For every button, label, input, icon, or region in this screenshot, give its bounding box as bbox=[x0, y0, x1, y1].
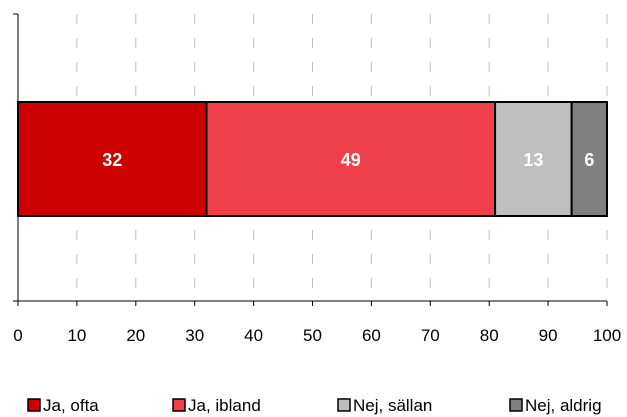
bar-segment-nej-sällan bbox=[494, 101, 573, 217]
data-label: 49 bbox=[341, 150, 361, 170]
legend-swatch bbox=[509, 398, 523, 412]
data-label: 13 bbox=[523, 150, 543, 170]
x-tick-label: 50 bbox=[303, 326, 322, 345]
legend-swatch bbox=[337, 398, 351, 412]
legend-swatch bbox=[27, 398, 41, 412]
x-tick-label: 70 bbox=[421, 326, 440, 345]
x-tick-label: 100 bbox=[593, 326, 621, 345]
x-tick-label: 10 bbox=[67, 326, 86, 345]
data-labels: 32 49 13 6 bbox=[102, 150, 594, 170]
data-label: 32 bbox=[102, 150, 122, 170]
x-tick-label: 30 bbox=[185, 326, 204, 345]
legend-label: Nej, sällan bbox=[353, 396, 432, 415]
x-tick-label: 40 bbox=[244, 326, 263, 345]
x-tick-label: 0 bbox=[13, 326, 22, 345]
legend-swatch bbox=[172, 398, 186, 412]
x-tick-label: 20 bbox=[126, 326, 145, 345]
legend-label: Ja, ibland bbox=[188, 396, 261, 415]
data-label: 6 bbox=[584, 150, 594, 170]
legend-label: Nej, aldrig bbox=[525, 396, 602, 415]
bar-segments bbox=[17, 101, 608, 217]
bar-segment-ja-ofta bbox=[17, 101, 208, 217]
legend-label: Ja, ofta bbox=[43, 396, 99, 415]
x-axis-ticks: 0 10 20 30 40 50 60 70 80 90 100 bbox=[13, 301, 621, 345]
legend: Ja, ofta Ja, ibland Nej, sällan Nej, aldrig bbox=[27, 396, 602, 415]
x-tick-label: 60 bbox=[362, 326, 381, 345]
x-tick-label: 90 bbox=[539, 326, 558, 345]
x-tick-label: 80 bbox=[480, 326, 499, 345]
bar-segment-nej-aldrig bbox=[570, 101, 608, 217]
bar-segment-ja-ibland bbox=[205, 101, 497, 217]
